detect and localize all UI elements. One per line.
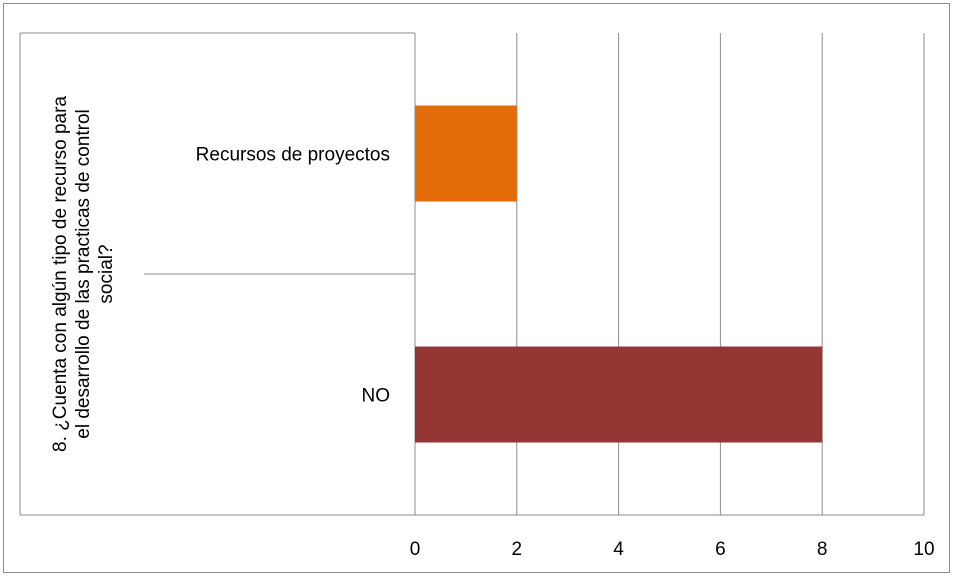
category-label-2: NO [362, 386, 391, 407]
chart-frame [3, 3, 950, 573]
x-tick-label-6: 6 [715, 539, 726, 560]
category-labels: Recursos de proyectos NO [196, 145, 390, 407]
axes [19, 32, 924, 516]
group-label-line-2: el desarrollo de las practicas de contro… [73, 109, 94, 439]
group-label: 8. ¿Cuenta con algún tipo de recurso par… [50, 96, 117, 452]
x-tick-label-10: 10 [913, 539, 934, 560]
category-label-1: Recursos de proyectos [196, 145, 390, 166]
x-tick-label-0: 0 [410, 539, 421, 560]
x-tick-labels: 0 2 4 6 8 10 [410, 539, 935, 560]
x-tick-label-2: 2 [512, 539, 523, 560]
x-tick-label-4: 4 [613, 539, 624, 560]
bar-1 [415, 105, 517, 202]
x-tick-label-8: 8 [817, 539, 828, 560]
gridlines [414, 33, 925, 515]
group-label-line-1: 8. ¿Cuenta con algún tipo de recurso par… [50, 96, 71, 452]
group-label-line-3: social? [96, 244, 117, 303]
group-label-text: 8. ¿Cuenta con algún tipo de recurso par… [50, 96, 117, 452]
bars [415, 105, 823, 443]
bar-2 [415, 346, 823, 443]
